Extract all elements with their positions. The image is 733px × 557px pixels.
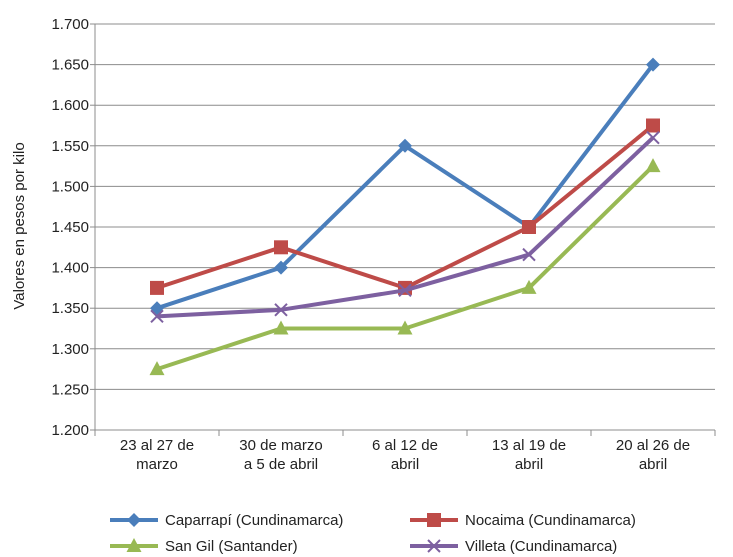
legend-item: Villeta (Cundinamarca) — [410, 538, 617, 555]
data-point — [273, 320, 289, 335]
data-point — [398, 138, 412, 153]
data-point — [646, 118, 660, 133]
data-point — [521, 279, 537, 294]
data-point — [150, 309, 164, 324]
data-point — [645, 158, 661, 173]
legend-item: Nocaima (Cundinamarca) — [410, 512, 636, 529]
data-point — [274, 240, 288, 255]
x-tick-label: 20 al 26 de abril — [616, 437, 690, 473]
y-axis-title: Valores en pesos por kilo — [11, 142, 28, 309]
x-tick-label: 6 al 12 de abril — [372, 437, 438, 473]
data-point — [522, 220, 536, 234]
axes — [90, 23, 716, 436]
series-3 — [149, 158, 661, 376]
series-lines — [149, 57, 661, 376]
data-point — [397, 320, 413, 335]
x-tick-labels: 23 al 27 de marzo 30 de marzo a 5 de abril 6… — [120, 437, 690, 473]
y-tick-label: 1.650 — [51, 57, 89, 74]
x-tick-label: 23 al 27 de marzo — [120, 437, 194, 473]
data-point — [274, 303, 288, 317]
data-point — [150, 280, 164, 295]
series-4 — [150, 130, 660, 324]
y-tick-label: 1.600 — [51, 97, 89, 114]
legend-marker — [126, 538, 142, 552]
x-tick-label: 30 de marzo a 5 de abril — [239, 437, 322, 473]
y-tick-label: 1.700 — [51, 16, 89, 33]
y-tick-label: 1.500 — [51, 178, 89, 195]
y-tick-label: 1.300 — [51, 341, 89, 358]
legend-item: San Gil (Santander) — [110, 538, 298, 555]
data-point — [150, 301, 164, 316]
data-point — [149, 361, 165, 376]
legend-label: Caparrapí (Cundinamarca) — [165, 512, 343, 529]
legend-marker — [427, 513, 441, 527]
x-tick-label: 13 al 19 de abril — [492, 437, 566, 473]
y-tick-label: 1.200 — [51, 422, 89, 439]
series-2 — [150, 118, 660, 295]
legend: Caparrapí (Cundinamarca) Nocaima (Cundina… — [110, 512, 636, 555]
legend-label: San Gil (Santander) — [165, 538, 298, 555]
data-point — [646, 130, 660, 145]
legend-marker — [127, 513, 141, 527]
y-tick-label: 1.400 — [51, 260, 89, 277]
y-tick-label: 1.450 — [51, 219, 89, 236]
legend-marker — [427, 539, 441, 553]
gridlines — [95, 23, 715, 390]
y-tick-label: 1.250 — [51, 381, 89, 398]
y-tick-label: 1.350 — [51, 300, 89, 317]
y-tick-label: 1.550 — [51, 138, 89, 155]
y-tick-labels: 1.200 1.250 1.300 1.350 1.400 1.450 1.500 1.550… — [51, 16, 89, 439]
legend-label: Villeta (Cundinamarca) — [465, 538, 617, 555]
data-point — [522, 247, 536, 262]
data-point — [398, 283, 412, 298]
legend-item: Caparrapí (Cundinamarca) — [110, 512, 343, 529]
data-point — [274, 260, 288, 275]
data-point — [646, 57, 660, 72]
legend-label: Nocaima (Cundinamarca) — [465, 512, 636, 529]
